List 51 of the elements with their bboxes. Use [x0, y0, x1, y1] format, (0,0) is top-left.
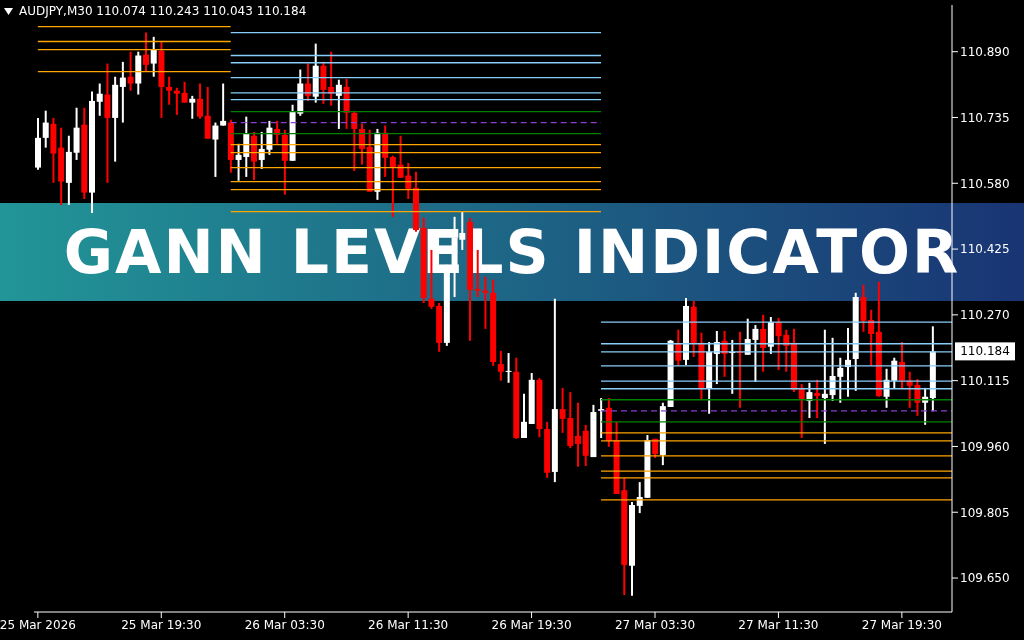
y-tick-label: 110.115: [960, 373, 1010, 388]
y-tick-label: 110.890: [960, 44, 1010, 59]
y-tick-label: 109.650: [960, 571, 1010, 586]
x-tick-label: 27 Mar 11:30: [738, 617, 819, 632]
candlestick: [521, 392, 527, 439]
y-tick-label: 109.805: [960, 505, 1010, 520]
candlestick: [96, 82, 103, 117]
candlestick: [204, 85, 211, 140]
candlestick: [806, 381, 813, 420]
candlestick: [389, 154, 396, 218]
candlestick: [104, 62, 111, 184]
candlestick: [212, 121, 219, 178]
candlestick: [860, 283, 867, 333]
x-tick-label: 27 Mar 19:30: [861, 617, 942, 632]
y-tick-label: 110.425: [960, 242, 1010, 257]
candlestick: [497, 349, 504, 382]
y-tick-label: 110.270: [960, 308, 1010, 323]
candlestick: [359, 122, 365, 166]
x-tick-label: 25 Mar 2026: [0, 617, 76, 632]
candlestick: [119, 60, 126, 124]
candlestick: [143, 31, 149, 73]
x-tick-label: 25 Mar 19:30: [121, 617, 202, 632]
candlestick: [821, 328, 828, 445]
candlestick: [351, 109, 358, 172]
candlestick: [220, 82, 227, 127]
candlestick: [505, 352, 512, 384]
candlestick: [760, 313, 767, 373]
candlestick: [798, 383, 805, 439]
x-tick-label: 26 Mar 19:30: [491, 617, 572, 632]
annotation: AUDJPY,M30 110.074 110.243 110.043 110.184: [19, 4, 307, 18]
candlestick: [127, 50, 134, 92]
candlestick: [181, 80, 188, 104]
y-tick-label: 110.580: [960, 176, 1010, 191]
candlestick: [891, 356, 898, 390]
candlestick: [598, 397, 605, 439]
candlestick: [189, 94, 196, 120]
candlestick: [899, 341, 905, 390]
candlestick: [575, 401, 581, 468]
x-tick-label: 26 Mar 03:30: [244, 617, 325, 632]
candlestick: [173, 86, 180, 116]
y-tick-label: 110.735: [960, 110, 1010, 125]
candlestick: [197, 82, 203, 120]
x-tick-label: 26 Mar 11:30: [368, 617, 449, 632]
candlestick: [166, 75, 173, 106]
candlestick: [42, 109, 49, 149]
candlestick: [150, 35, 157, 78]
x-tick-label: 27 Mar 03:30: [614, 617, 696, 632]
candlestick: [482, 275, 489, 330]
y-tick-label: 109.960: [960, 439, 1010, 454]
candlestick: [675, 328, 682, 367]
annotation: 110.184: [960, 344, 1010, 359]
